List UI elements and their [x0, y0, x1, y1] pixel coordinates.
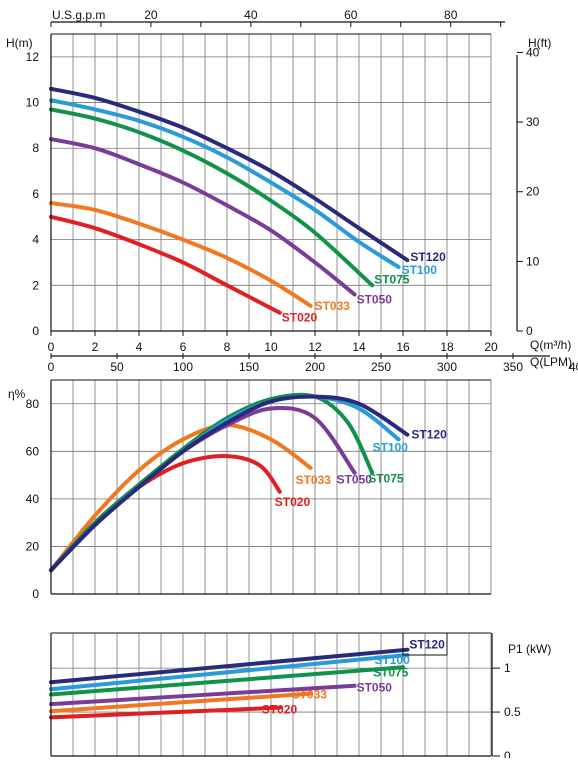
head-curve-st100 [49, 98, 401, 270]
q-axis-tick-label: 4 [136, 340, 143, 354]
top-axis-tick-label: 40 [244, 8, 258, 22]
head-y-tick-label: 6 [32, 187, 39, 201]
head-curve-st075 [49, 107, 375, 288]
power-series-label-st075: ST075 [373, 665, 409, 679]
q-axis-tick-label: 8 [224, 340, 231, 354]
lpm-axis-tick-label: 400 [569, 360, 578, 374]
power-right-tick-label: 0.5 [504, 705, 521, 719]
power-series-label-st120: ST120 [409, 638, 445, 652]
head-y-tick-label: 0 [32, 324, 39, 338]
q-axis-tick-label: 16 [396, 340, 410, 354]
lpm-axis-tick-label: 100 [173, 360, 193, 374]
head-y-tick-label: 4 [32, 233, 39, 247]
efficiency-curve-st120 [49, 394, 410, 573]
power-curve-st120 [49, 647, 410, 685]
head-series-label-st075: ST075 [374, 272, 410, 286]
lpm-axis-tick-label: 50 [110, 360, 124, 374]
head-curve-st050 [49, 137, 357, 297]
head-series-label-st020: ST020 [282, 311, 318, 325]
power-curve-st100 [49, 652, 410, 692]
q-axis-tick-label: 6 [180, 340, 187, 354]
q-axis-tick-label: 12 [308, 340, 322, 354]
head-y-tick-label: 8 [32, 141, 39, 155]
q-axis-tick-label: 20 [484, 340, 498, 354]
head-y-tick-label: 2 [32, 278, 39, 292]
lpm-axis-tick-label: 350 [503, 360, 523, 374]
efficiency-y-tick-label: 40 [26, 492, 40, 506]
x-label-q: Q(m³/h) [530, 338, 571, 352]
power-curve-st050 [49, 683, 357, 707]
head-y-label-left: H(m) [6, 36, 33, 50]
head-curve-st120 [49, 86, 410, 263]
power-series-label-st100: ST100 [374, 653, 410, 667]
efficiency-series-label-st050: ST050 [337, 473, 373, 487]
power-curve-st075 [49, 665, 405, 697]
top-axis-tick-label: 60 [344, 8, 358, 22]
power-max-box [402, 632, 448, 656]
q-axis-tick-label: 14 [352, 340, 366, 354]
q-axis-tick-label: 2 [92, 340, 99, 354]
efficiency-y-tick-label: 20 [26, 539, 40, 553]
power-curve-st033 [49, 691, 313, 714]
head-series-label-st033: ST033 [315, 299, 351, 313]
efficiency-series-label-st033: ST033 [296, 473, 332, 487]
efficiency-y-label: η% [8, 387, 26, 401]
efficiency-curve-st033 [49, 423, 313, 573]
top-axis-tick-label: 80 [444, 8, 458, 22]
head-y-tick-label: 12 [26, 50, 40, 64]
efficiency-series-label-st100: ST100 [373, 440, 409, 454]
right-ft-tick-label: 40 [526, 45, 540, 59]
power-curve-st020 [49, 705, 282, 720]
lpm-axis-tick-label: 250 [371, 360, 391, 374]
right-ft-tick-label: 30 [526, 115, 540, 129]
head-curve-st020 [49, 214, 282, 315]
efficiency-series-label-st120: ST120 [411, 428, 447, 442]
x-label-lpm: Q(LPM) [530, 355, 572, 369]
power-series-label-st050: ST050 [357, 681, 393, 695]
head-y-label-right: H(ft) [528, 36, 551, 50]
right-ft-tick-label: 10 [526, 254, 540, 268]
right-ft-tick-label: 20 [526, 185, 540, 199]
efficiency-series-label-st075: ST075 [368, 472, 404, 486]
efficiency-y-tick-label: 80 [26, 397, 40, 411]
power-right-tick-label: 0 [504, 749, 511, 758]
efficiency-grid [50, 380, 492, 595]
efficiency-axes: 0 20 40 60 80 [26, 379, 491, 601]
power-series-label-st020: ST020 [262, 703, 298, 717]
q-axis-tick-label: 18 [440, 340, 454, 354]
efficiency-curve-st020 [49, 454, 282, 573]
efficiency-y-tick-label: 0 [32, 587, 39, 601]
power-right-tick-label: 1 [504, 661, 511, 675]
head-series-label-st120: ST120 [410, 250, 446, 264]
efficiency-y-tick-label: 60 [26, 444, 40, 458]
lpm-axis-tick-label: 200 [305, 360, 325, 374]
lpm-axis-tick-label: 0 [48, 360, 55, 374]
lpm-axis-tick-label: 150 [239, 360, 259, 374]
right-ft-tick-label: 0 [526, 324, 533, 338]
head-curve-st033 [49, 201, 313, 308]
power-series-label-st033: ST033 [292, 688, 328, 702]
power-axes: 00.51 [50, 632, 521, 763]
head-y-tick-label: 10 [26, 96, 40, 110]
lpm-axis-tick-label: 300 [437, 360, 457, 374]
top-axis-label: U.S.g.p.m [52, 8, 105, 22]
top-axis-tick-label: 20 [144, 8, 158, 22]
power-y-label: P1 (kW) [508, 642, 551, 656]
head-series-label-st100: ST100 [402, 263, 438, 277]
q-axis-tick-label: 0 [48, 340, 55, 354]
q-axis-tick-label: 10 [264, 340, 278, 354]
head-series-label-st050: ST050 [357, 292, 393, 306]
efficiency-series-label-st020: ST020 [275, 495, 311, 509]
